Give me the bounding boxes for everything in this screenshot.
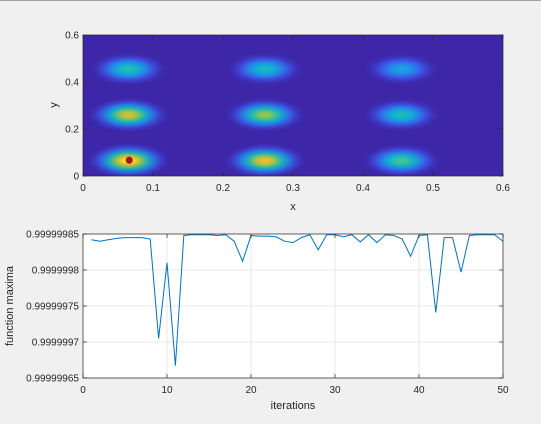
x-tick-label: 10 [161,385,173,396]
x-tick-label: 50 [497,385,509,396]
heatmap-peak [88,51,169,87]
y-tick-label: 0.99999985 [26,230,79,241]
x-tick-label: 20 [245,385,257,396]
window-top-border [0,0,541,1]
line-chart-x-ticks: 0 10 20 30 40 50 [80,234,509,396]
line-chart-x-label: iterations [271,400,316,412]
heatmap-peaks [86,51,442,176]
heatmap-axes: 0 0.1 0.2 0.3 0.4 0.5 0.6 0 0.2 0.4 0.6 x y [48,31,510,214]
heatmap-x-label: x [290,201,296,213]
x-tick-label: 0.4 [356,183,370,194]
heatmap-peak [361,97,442,132]
heatmap-peak [361,143,442,176]
y-tick-label: 0.6 [65,31,79,42]
x-tick-label: 0 [80,183,86,194]
heatmap-y-label: y [48,102,60,108]
heatmap-y-ticks: 0 0.2 0.4 0.6 [65,31,503,183]
x-tick-label: 0.2 [216,183,230,194]
line-chart-y-ticks: 0.99999985 0.9999998 0.99999975 0.9999997 0.… [26,230,503,385]
maximum-marker [125,156,133,164]
x-tick-label: 0.1 [146,183,160,194]
y-tick-label: 0.9999998 [32,266,80,277]
series-line-function-maxima [91,234,503,366]
line-chart-y-label: function maxima [4,265,16,346]
x-tick-label: 0.5 [426,183,440,194]
y-tick-label: 0.9999997 [32,338,80,349]
heatmap-peak [223,142,307,176]
y-tick-label: 0.2 [65,125,79,136]
y-tick-label: 0.99999965 [26,374,79,385]
x-tick-label: 0.6 [496,183,510,194]
x-tick-label: 0 [80,385,86,396]
heatmap-x-ticks: 0 0.1 0.2 0.3 0.4 0.5 0.6 [80,35,510,194]
heatmap-peak [361,52,442,86]
heatmap-peak [225,52,305,87]
x-tick-label: 40 [413,385,425,396]
heatmap-peak [87,97,170,133]
y-tick-label: 0 [73,172,79,183]
line-chart-axes: 0 10 20 30 40 50 0.99999985 0.9999998 0.9999997… [4,230,509,413]
y-tick-label: 0.99999975 [26,302,79,313]
heatmap-peak [224,97,306,133]
x-tick-label: 0.3 [286,183,300,194]
x-tick-label: 30 [329,385,341,396]
y-tick-label: 0.4 [65,78,79,89]
